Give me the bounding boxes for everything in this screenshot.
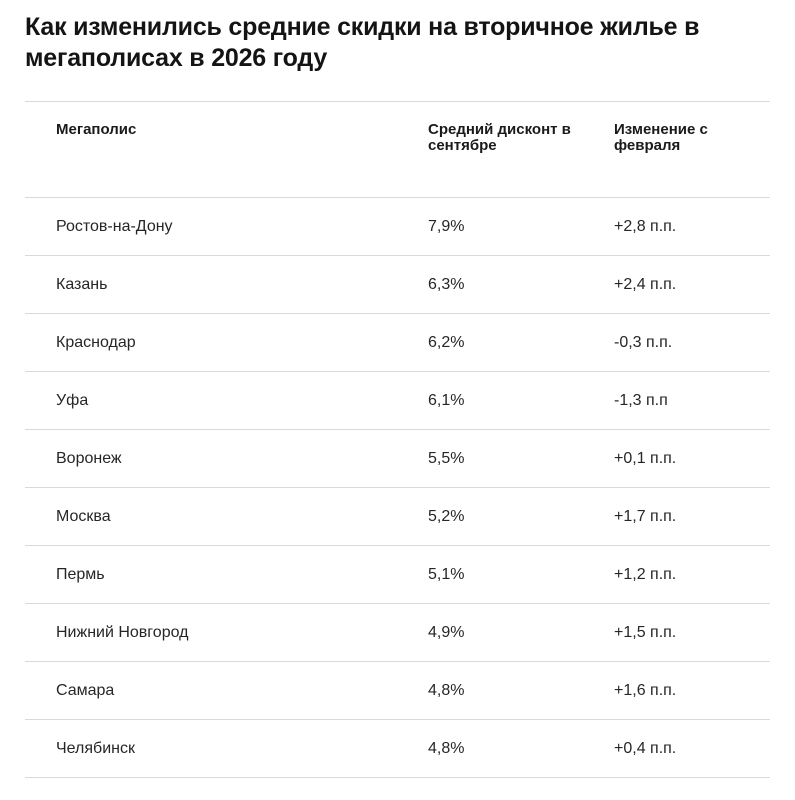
cell-avg-discount: 5,2% (428, 507, 465, 525)
cell-avg-discount: 5,5% (428, 449, 465, 467)
table-row: Самара 4,8% +1,6 п.п. (25, 662, 770, 720)
table-row: Ростов-на-Дону 7,9% +2,8 п.п. (25, 198, 770, 256)
cell-avg-discount: 4,8% (428, 681, 465, 699)
header-change: Изменение с февраля (614, 121, 708, 154)
cell-change: -0,3 п.п. (614, 333, 673, 351)
table-row: Краснодар 6,2% -0,3 п.п. (25, 314, 770, 372)
cell-avg-discount: 5,1% (428, 565, 465, 583)
cell-city: Москва (56, 507, 111, 525)
discount-table: Мегаполис Средний дисконт в сентябре Изм… (25, 101, 770, 778)
cell-change: +2,8 п.п. (614, 217, 677, 235)
cell-avg-discount: 4,8% (428, 739, 465, 757)
cell-change: -1,3 п.п (614, 391, 668, 409)
table-row: Москва 5,2% +1,7 п.п. (25, 488, 770, 546)
cell-city: Воронеж (56, 449, 122, 467)
table-header-row: Мегаполис Средний дисконт в сентябре Изм… (25, 101, 770, 198)
cell-city: Казань (56, 275, 108, 293)
cell-change: +0,4 п.п. (614, 739, 677, 757)
cell-change: +1,7 п.п. (614, 507, 677, 525)
table-row: Челябинск 4,8% +0,4 п.п. (25, 720, 770, 778)
table-row: Пермь 5,1% +1,2 п.п. (25, 546, 770, 604)
cell-avg-discount: 4,9% (428, 623, 465, 641)
cell-avg-discount: 6,3% (428, 275, 465, 293)
cell-city: Уфа (56, 391, 89, 409)
cell-change: +1,2 п.п. (614, 565, 677, 583)
cell-change: +2,4 п.п. (614, 275, 677, 293)
table-row: Казань 6,3% +2,4 п.п. (25, 256, 770, 314)
cell-city: Самара (56, 681, 115, 699)
cell-city: Краснодар (56, 333, 136, 351)
cell-change: +1,6 п.п. (614, 681, 677, 699)
cell-avg-discount: 6,2% (428, 333, 465, 351)
table-row: Воронеж 5,5% +0,1 п.п. (25, 430, 770, 488)
cell-city: Ростов-на-Дону (56, 217, 173, 235)
discount-table-container: Мегаполис Средний дисконт в сентябре Изм… (25, 101, 770, 778)
cell-avg-discount: 7,9% (428, 217, 465, 235)
header-city: Мегаполис (56, 121, 137, 138)
page-title: Как изменились средние скидки на вторичн… (25, 13, 700, 72)
table-row: Нижний Новгород 4,9% +1,5 п.п. (25, 604, 770, 662)
table-row: Уфа 6,1% -1,3 п.п (25, 372, 770, 430)
cell-city: Пермь (56, 565, 105, 583)
cell-city: Нижний Новгород (56, 623, 189, 641)
cell-change: +1,5 п.п. (614, 623, 677, 641)
cell-change: +0,1 п.п. (614, 449, 677, 467)
cell-city: Челябинск (56, 739, 135, 757)
cell-avg-discount: 6,1% (428, 391, 465, 409)
header-avg-discount: Средний дисконт в сентябре (428, 121, 571, 154)
